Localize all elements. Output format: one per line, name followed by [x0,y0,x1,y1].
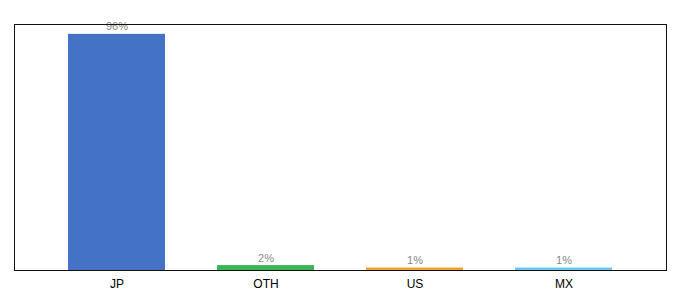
svg-text:1%: 1% [556,254,572,266]
svg-text:US: US [407,277,424,291]
svg-text:JP: JP [110,277,124,291]
svg-text:96%: 96% [106,20,128,32]
svg-text:MX: MX [555,277,573,291]
svg-text:1%: 1% [407,254,423,266]
svg-text:2%: 2% [258,252,274,264]
svg-text:OTH: OTH [253,277,278,291]
